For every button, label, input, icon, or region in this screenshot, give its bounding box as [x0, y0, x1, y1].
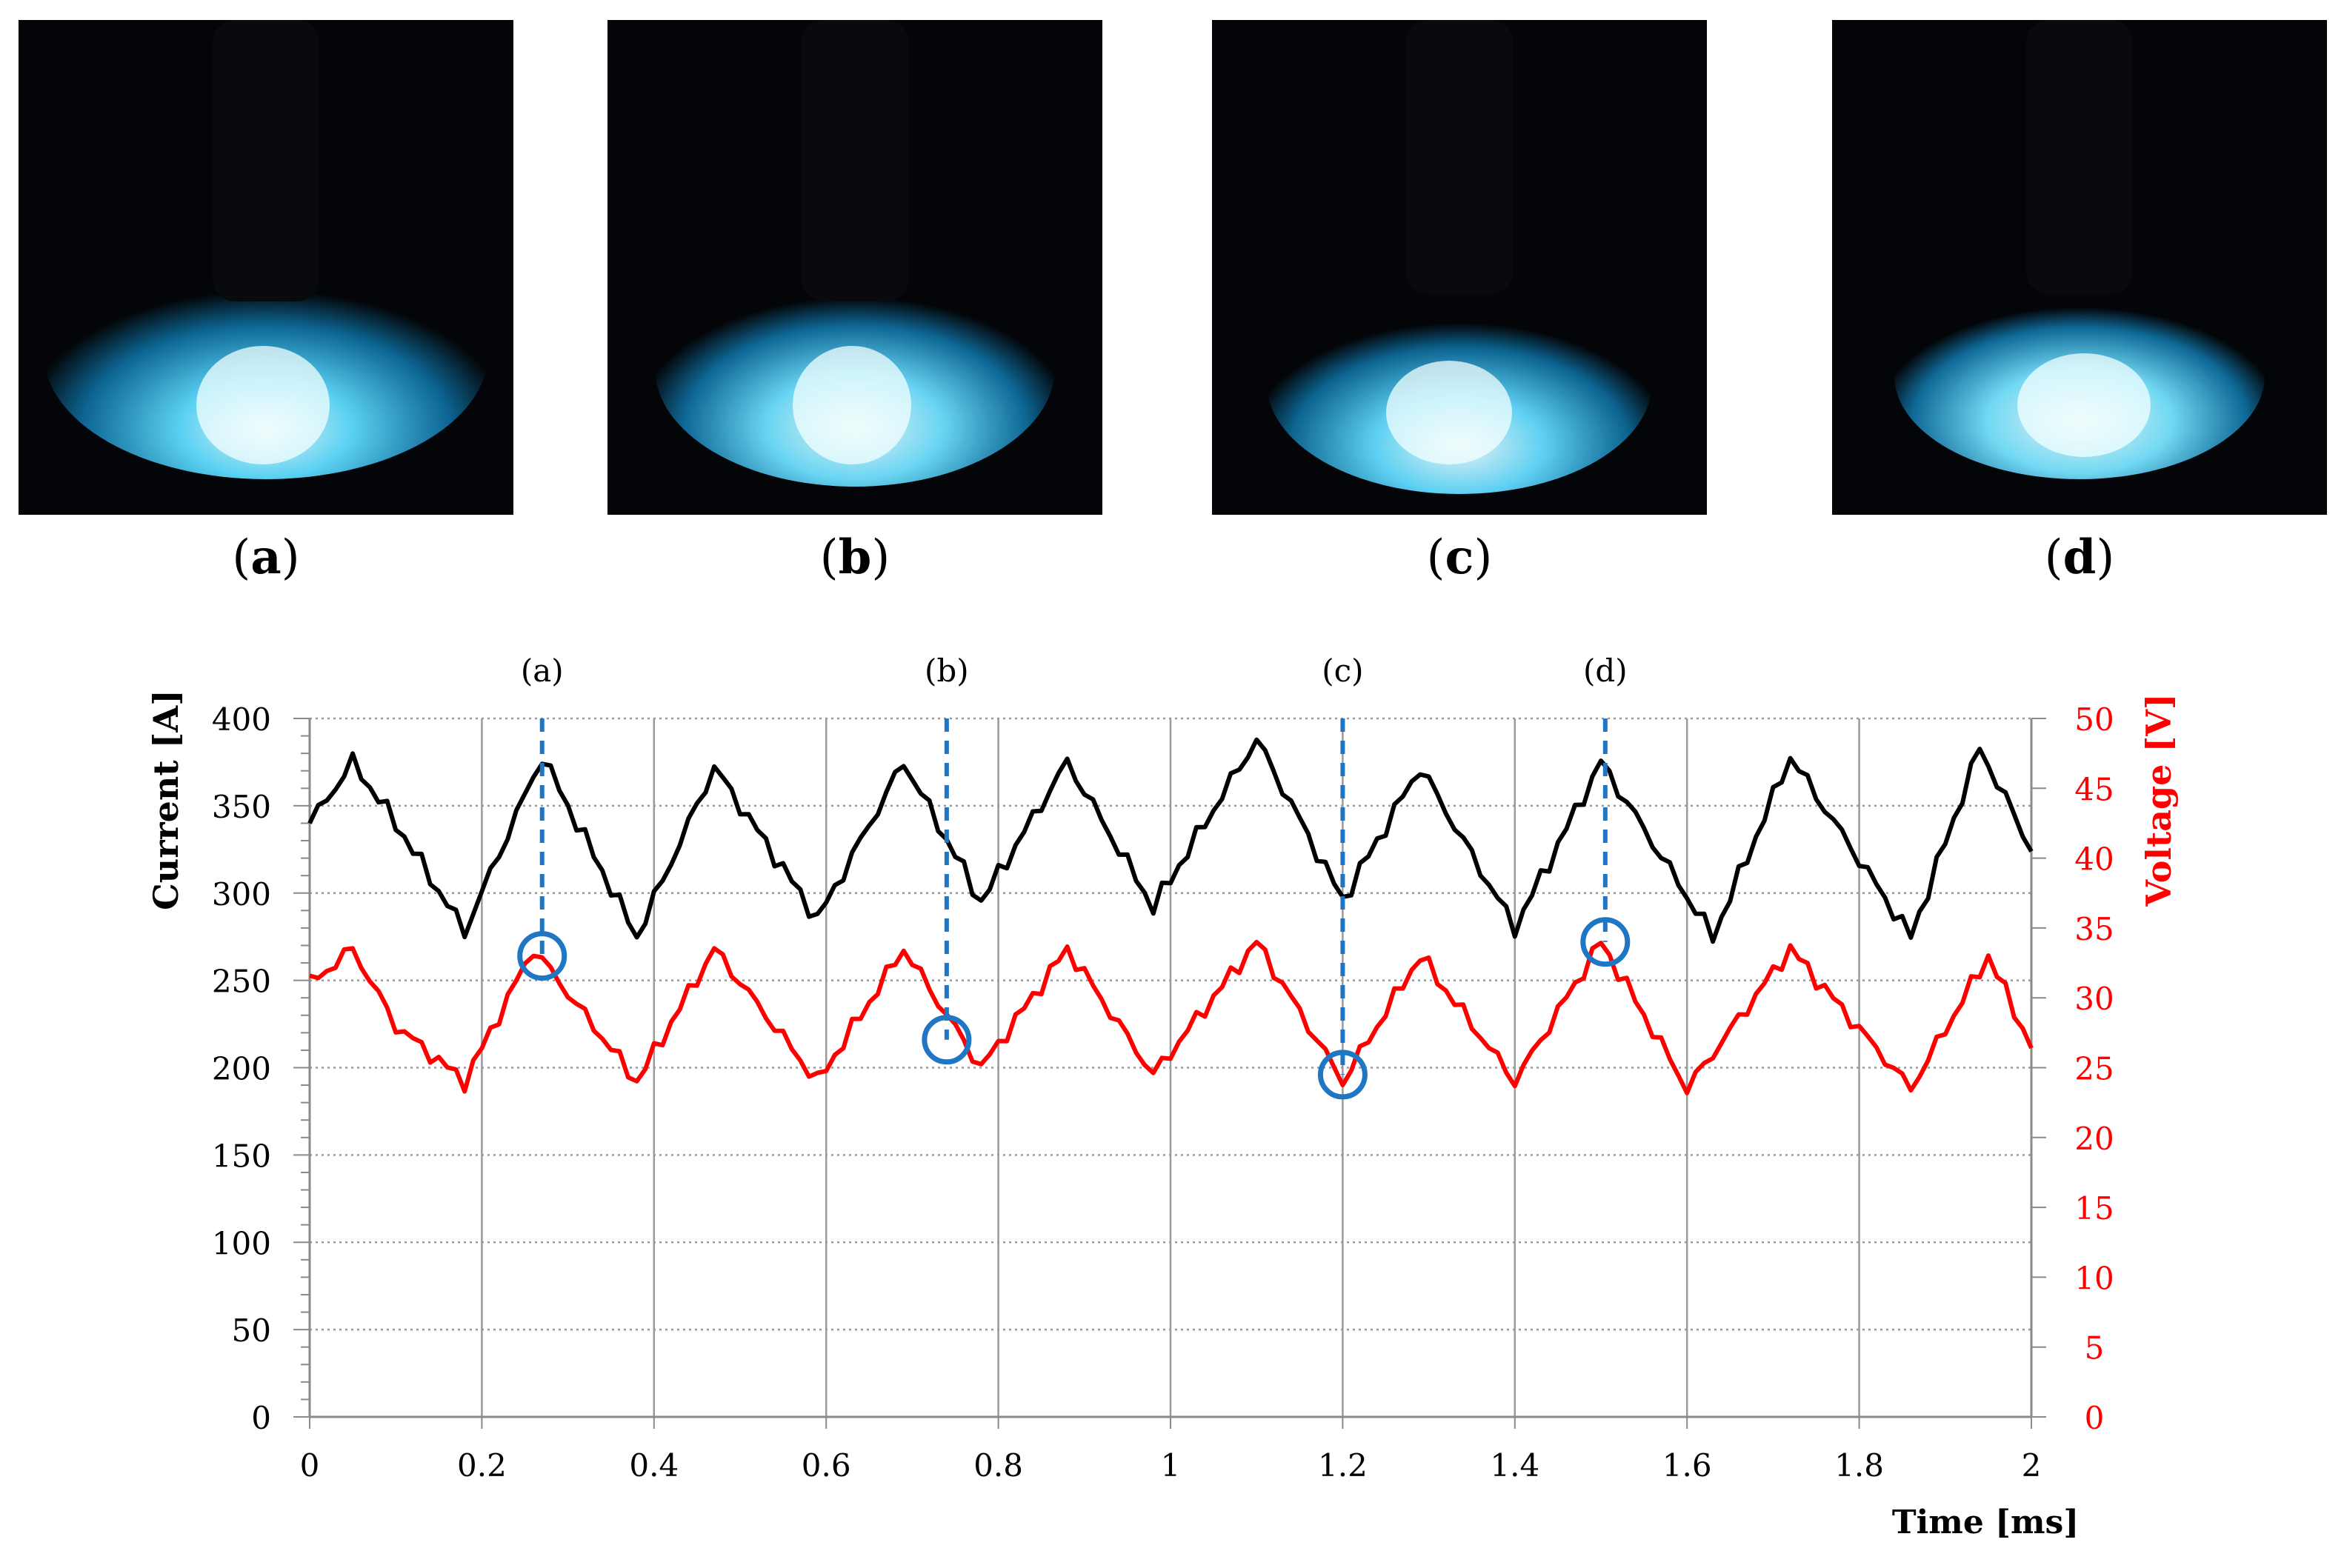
y-tick-label-right: 25	[2074, 1051, 2114, 1087]
y-tick-label-right: 40	[2074, 841, 2114, 878]
y-tick-label-left: 250	[212, 964, 271, 1000]
panel-caption-a: (a)	[232, 530, 300, 585]
y-tick-label-left: 50	[232, 1312, 271, 1349]
series-layer	[307, 737, 2034, 1095]
current-voltage-chart: Current [A] Voltage [V] Time [ms] 050100…	[146, 653, 2179, 1541]
axes-layer	[308, 718, 2033, 1418]
x-tick-label: 1.4	[1490, 1447, 1539, 1484]
current-series-line	[307, 737, 2034, 944]
label-layer: Current [A] Voltage [V] Time [ms] 050100…	[146, 653, 2179, 1541]
photo-panel-c	[1212, 20, 1707, 515]
x-tick-label: 1.8	[1834, 1447, 1884, 1484]
y-tick-label-right: 50	[2074, 701, 2114, 738]
marker-label: (b)	[925, 653, 969, 689]
photo-panel-d	[1832, 20, 2327, 515]
marker-label: (d)	[1583, 653, 1628, 689]
panel-caption-b: (b)	[819, 530, 890, 585]
marker-label: (a)	[521, 653, 564, 689]
voltage-series-line	[309, 939, 2034, 1095]
x-tick-label: 0.2	[457, 1447, 507, 1484]
panel-caption-d: (d)	[2044, 530, 2115, 585]
y-tick-label-left: 300	[212, 876, 271, 913]
y-tick-label-right: 0	[2085, 1400, 2105, 1436]
y-tick-label-right: 20	[2074, 1121, 2114, 1157]
y-axis-label-right: Voltage [V]	[2139, 693, 2179, 907]
marker-circle	[517, 931, 567, 981]
x-tick-label: 1.2	[1318, 1447, 1368, 1484]
y-tick-label-left: 0	[251, 1400, 271, 1436]
y-tick-label-right: 30	[2074, 981, 2114, 1017]
marker-layer	[517, 718, 1631, 1100]
x-tick-label: 1.6	[1662, 1447, 1712, 1484]
y-tick-label-right: 35	[2074, 911, 2114, 947]
marker-label: (c)	[1322, 653, 1363, 689]
photo-panel-b	[607, 20, 1102, 515]
photo-panel-a	[19, 20, 513, 515]
y-tick-label-left: 150	[212, 1138, 271, 1174]
marker-circle	[1580, 917, 1631, 967]
y-tick-label-left: 400	[212, 701, 271, 738]
y-tick-label-right: 10	[2074, 1260, 2114, 1296]
y-tick-label-left: 200	[212, 1051, 271, 1087]
x-tick-label: 2	[2022, 1447, 2042, 1484]
marker-circle	[1317, 1050, 1368, 1100]
y-tick-label-left: 350	[212, 789, 271, 825]
x-tick-label: 0.6	[802, 1447, 851, 1484]
y-axis-label-left: Current [A]	[146, 690, 186, 910]
x-tick-label: 0.8	[973, 1447, 1023, 1484]
x-tick-label: 1	[1161, 1447, 1181, 1484]
y-tick-label-right: 5	[2085, 1330, 2105, 1367]
grid-layer	[293, 717, 2046, 1429]
marker-circle	[922, 1015, 972, 1065]
y-tick-label-right: 15	[2074, 1190, 2114, 1227]
x-tick-label: 0	[300, 1447, 320, 1484]
x-axis-label: Time [ms]	[1892, 1504, 2079, 1541]
panel-caption-c: (c)	[1426, 530, 1493, 585]
x-tick-label: 0.4	[629, 1447, 679, 1484]
y-tick-label-left: 100	[212, 1225, 271, 1261]
y-tick-label-right: 45	[2074, 771, 2114, 807]
